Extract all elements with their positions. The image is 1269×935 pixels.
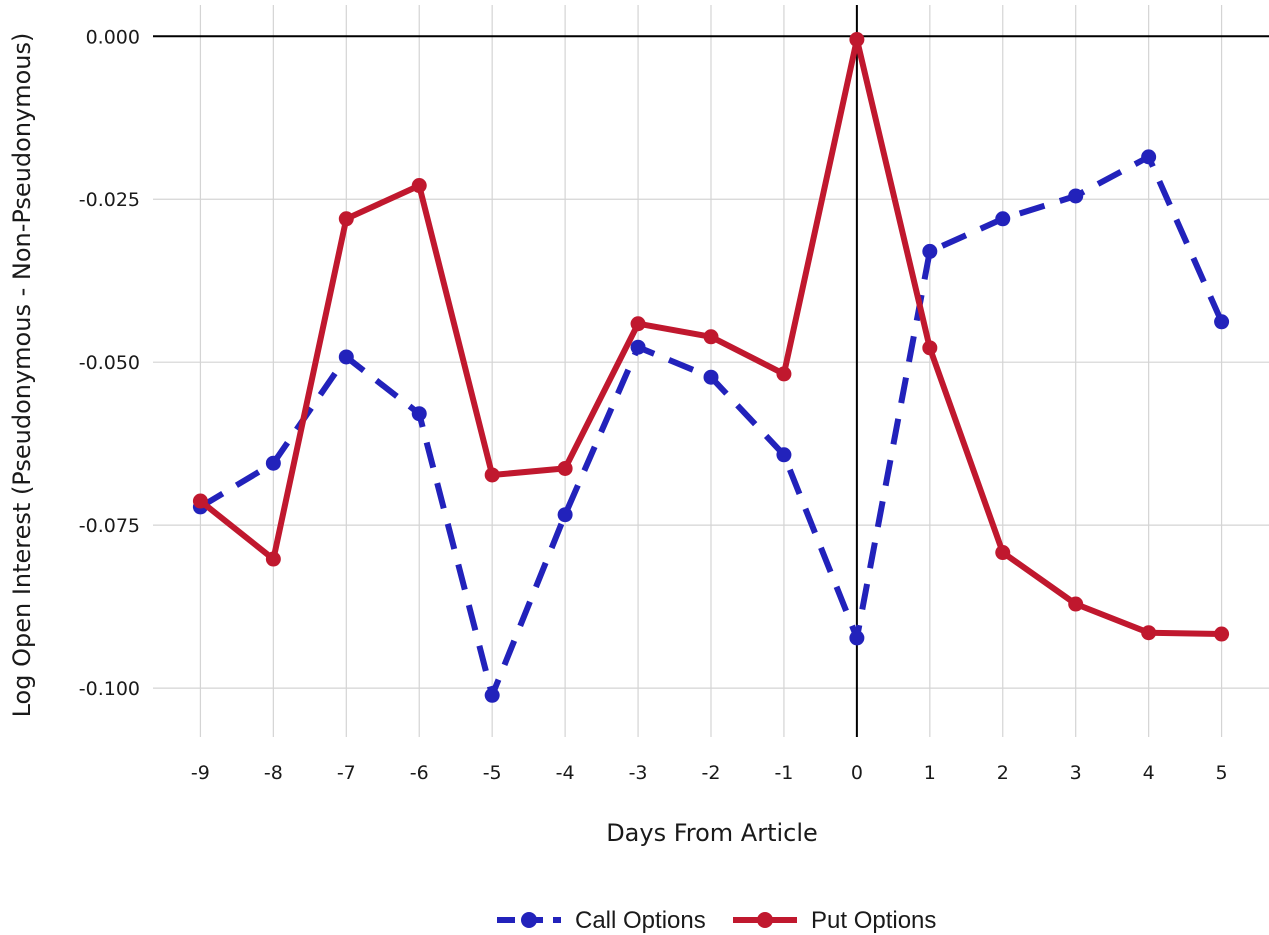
data-point [484, 687, 500, 703]
data-point [703, 369, 719, 385]
data-point [338, 349, 354, 365]
x-tick-label: 0 [851, 762, 863, 784]
x-tick-label: -5 [483, 762, 502, 784]
data-point [1214, 314, 1230, 330]
x-tick-label: 3 [1070, 762, 1082, 784]
data-point [1141, 149, 1157, 165]
data-point [265, 551, 281, 567]
data-point [338, 211, 354, 227]
x-tick-label: 2 [997, 762, 1009, 784]
data-point [995, 545, 1011, 561]
x-tick-label: -6 [410, 762, 429, 784]
legend-item: Put Options [733, 907, 936, 934]
data-point [411, 178, 427, 194]
y-tick-label: -0.075 [79, 515, 140, 537]
y-tick-label: -0.050 [79, 352, 140, 374]
data-point [1068, 596, 1084, 612]
x-tick-label: -8 [264, 762, 283, 784]
data-point [630, 316, 646, 332]
series-put-options [192, 32, 1230, 642]
data-point [922, 243, 938, 259]
x-axis-ticks: -9 -8 -7 -6 -5 -4 -3 -2 -1 0 1 2 3 4 5 [191, 762, 1228, 784]
series-layer [192, 32, 1230, 703]
x-tick-label: -2 [702, 762, 721, 784]
data-point [265, 455, 281, 471]
data-point [484, 467, 500, 483]
x-tick-label: -7 [337, 762, 356, 784]
legend-label: Put Options [811, 907, 936, 934]
data-point [776, 447, 792, 463]
data-point [411, 406, 427, 422]
data-point [995, 211, 1011, 227]
data-point [776, 366, 792, 382]
x-tick-label: 5 [1216, 762, 1228, 784]
data-point [849, 32, 865, 48]
data-point [849, 630, 865, 646]
x-tick-label: -4 [556, 762, 575, 784]
legend-label: Call Options [575, 907, 706, 934]
x-tick-label: -1 [774, 762, 793, 784]
y-tick-label: 0.000 [86, 26, 140, 48]
data-point [922, 340, 938, 356]
data-point [1214, 626, 1230, 642]
data-point [630, 339, 646, 355]
legend-marker [757, 912, 773, 928]
data-point [703, 329, 719, 345]
y-axis-title: Log Open Interest (Pseudonymous - Non-Ps… [8, 33, 36, 718]
y-axis-ticks: 0.000 -0.025 -0.050 -0.075 -0.100 [79, 26, 140, 700]
data-point [1141, 625, 1157, 641]
x-axis-title: Days From Article [606, 819, 818, 847]
y-tick-label: -0.025 [79, 189, 140, 211]
legend: Call Options Put Options [497, 907, 936, 934]
data-point [557, 460, 573, 476]
x-tick-label: -9 [191, 762, 210, 784]
data-point [192, 493, 208, 509]
y-tick-label: -0.100 [79, 678, 140, 700]
legend-marker [521, 912, 537, 928]
reference-lines [153, 5, 1269, 737]
x-tick-label: -3 [629, 762, 648, 784]
legend-item: Call Options [497, 907, 706, 934]
x-tick-label: 4 [1143, 762, 1155, 784]
grid [153, 5, 1269, 737]
x-tick-label: 1 [924, 762, 936, 784]
data-point [557, 507, 573, 523]
data-point [1068, 188, 1084, 204]
